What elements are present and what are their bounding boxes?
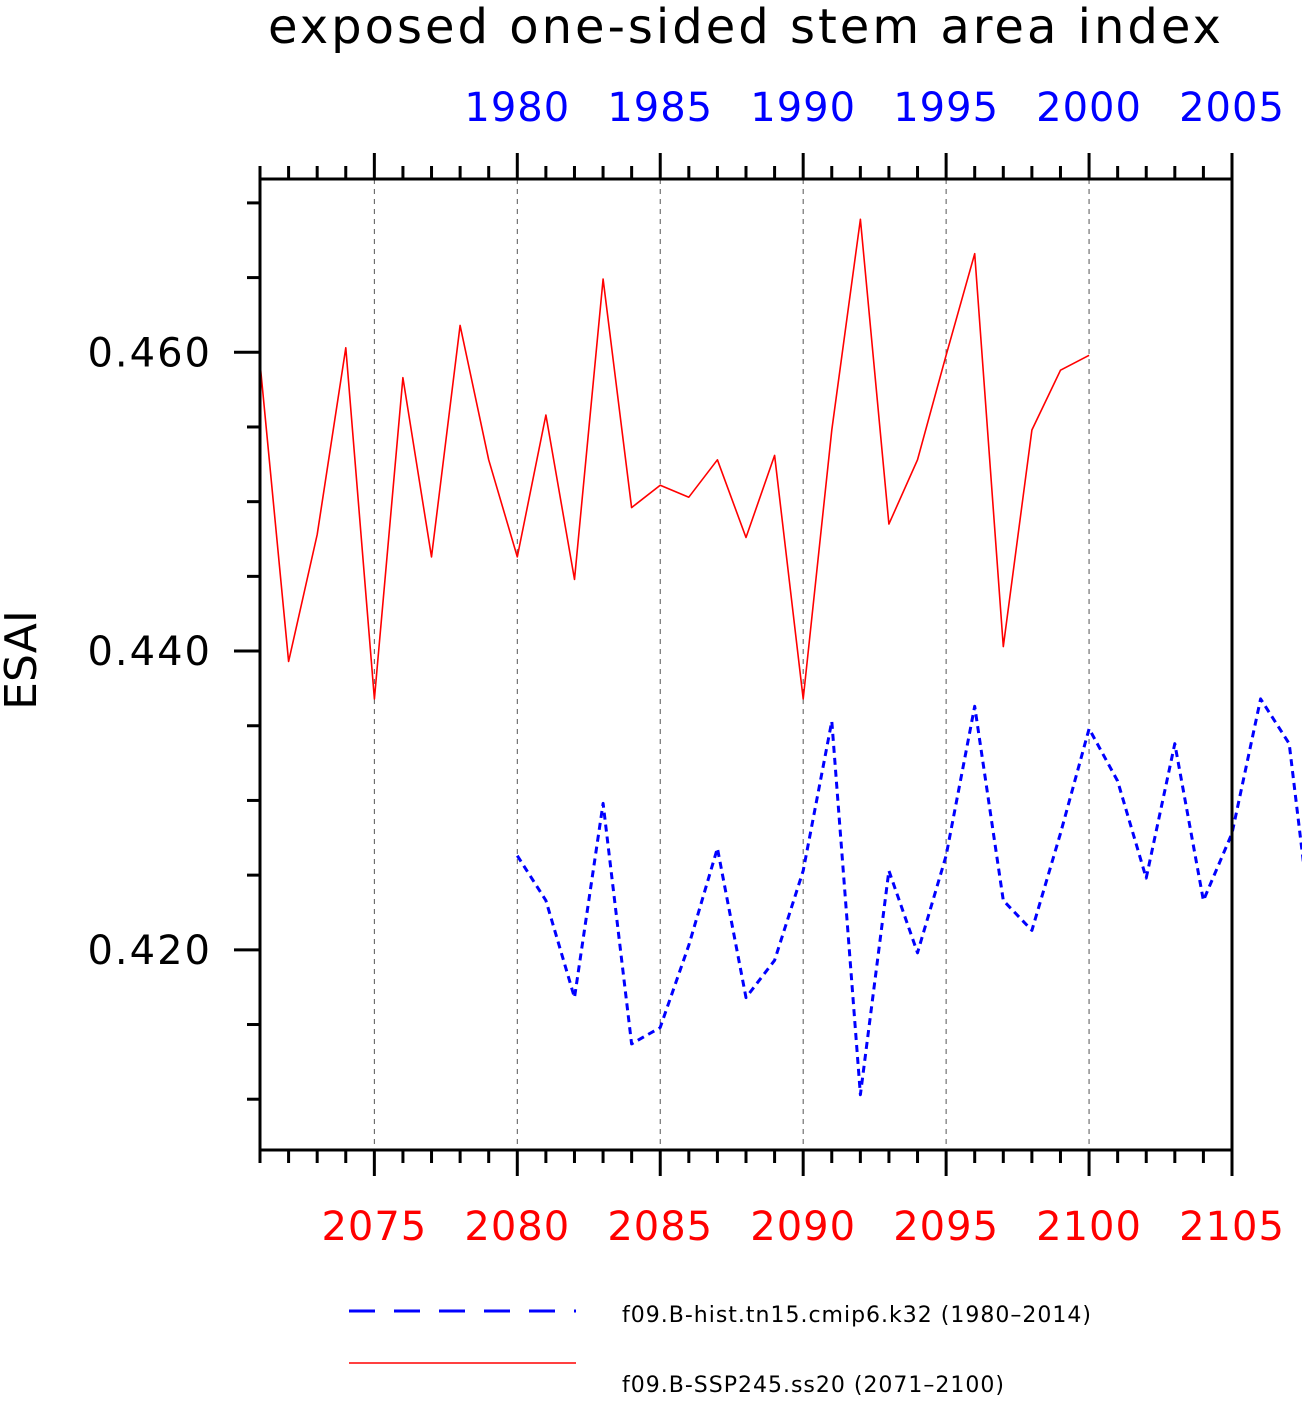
tick-labels: 0.420 0.440 0.460 1980 1985 1990 1995 2000 2005 2… xyxy=(87,85,1285,1250)
y-tick-label: 0.420 xyxy=(87,928,212,974)
top-tick-label: 1980 xyxy=(464,85,570,131)
legend: f09.B-hist.tn15.cmip6.k32 (1980–2014) f0… xyxy=(349,1303,1092,1398)
bottom-tick-label: 2075 xyxy=(321,1204,427,1250)
bottom-tick-label: 2085 xyxy=(607,1204,713,1250)
series-hist-line xyxy=(516,697,1302,1097)
plot-frame xyxy=(258,177,1234,1152)
bottom-tick-label: 2100 xyxy=(1036,1204,1142,1250)
y-tick-label: 0.460 xyxy=(87,330,212,376)
bottom-tick-label: 2095 xyxy=(893,1204,999,1250)
legend-label-hist: f09.B-hist.tn15.cmip6.k32 (1980–2014) xyxy=(622,1303,1092,1328)
top-tick-label: 1990 xyxy=(750,85,856,131)
axis-ticks xyxy=(234,153,1234,1176)
top-tick-label: 2005 xyxy=(1179,85,1285,131)
y-axis-label: ESAI xyxy=(0,610,47,710)
series-lines xyxy=(259,218,1302,1097)
top-tick-label: 1985 xyxy=(607,85,713,131)
top-tick-label: 2000 xyxy=(1036,85,1142,131)
bottom-tick-label: 2105 xyxy=(1179,1204,1285,1250)
bottom-tick-label: 2080 xyxy=(464,1204,570,1250)
chart-title: exposed one-sided stem area index xyxy=(268,0,1224,55)
y-tick-label: 0.440 xyxy=(87,629,212,675)
legend-label-ssp: f09.B-SSP245.ss20 (2071–2100) xyxy=(622,1373,1005,1398)
top-tick-label: 1995 xyxy=(893,85,999,131)
bottom-tick-label: 2090 xyxy=(750,1204,856,1250)
grid-lines xyxy=(373,179,1090,1150)
series-ssp-line xyxy=(259,218,1090,700)
